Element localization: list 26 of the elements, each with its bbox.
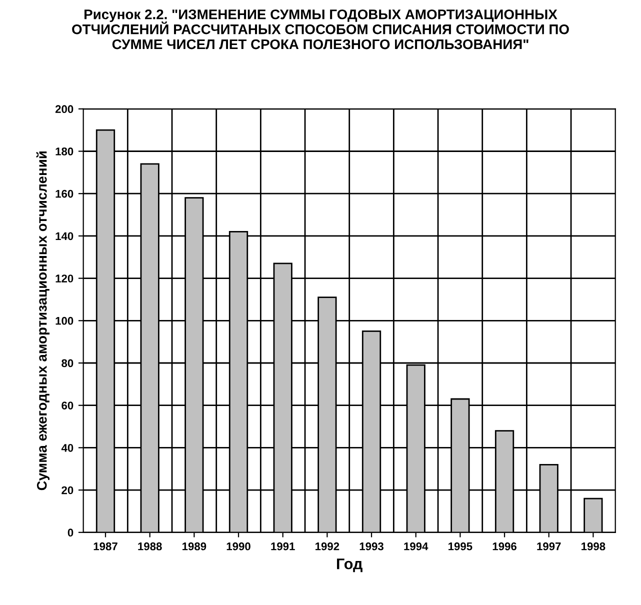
y-tick-label: 200 (55, 105, 74, 114)
chart-title: Рисунок 2.2. "ИЗМЕНЕНИЕ СУММЫ ГОДОВЫХ АМОРТИЗАЦИОННЫХ ОТЧИСЛЕНИЙ РАССЧИТАНЫХ СПОСОБОМ СПИСАНИЯ СТОИМОСТИ ПО СУММЕ ЧИСЕЛ ЛЕТ СРОКА ПОЛЕЗНОГО ИСПОЛЬЗОВАНИЯ" (72, 9, 569, 50)
x-tick-label: 1991 (271, 542, 295, 550)
x-tick-label: 1989 (182, 542, 206, 550)
x-tick-label: 1988 (138, 542, 162, 550)
y-tick-label: 20 (62, 486, 74, 494)
x-tick-label: 1997 (537, 542, 561, 550)
x-tick-label: 1990 (226, 542, 250, 550)
x-tick-label: 1995 (448, 542, 472, 550)
x-tick-label: 1996 (492, 542, 516, 550)
y-axis-title: Сумма ежегодных амортизационных отчислений (36, 152, 50, 490)
y-tick-label: 160 (56, 190, 74, 198)
y-tick-label: 0 (68, 528, 74, 537)
y-tick-label: 120 (56, 274, 74, 282)
y-tick-label: 140 (56, 232, 74, 240)
x-tick-label: 1987 (94, 542, 118, 550)
y-tick-label: 60 (62, 402, 74, 410)
x-tick-label: 1994 (404, 542, 428, 550)
x-axis-title: Год (337, 558, 362, 572)
x-tick-label: 1998 (582, 542, 606, 550)
y-tick-label: 180 (56, 148, 74, 156)
x-tick-label: 1992 (316, 542, 340, 550)
y-tick-label: 80 (62, 359, 74, 368)
x-tick-label: 1993 (360, 542, 384, 550)
y-tick-label: 100 (56, 316, 74, 325)
y-tick-label: 40 (61, 444, 74, 452)
